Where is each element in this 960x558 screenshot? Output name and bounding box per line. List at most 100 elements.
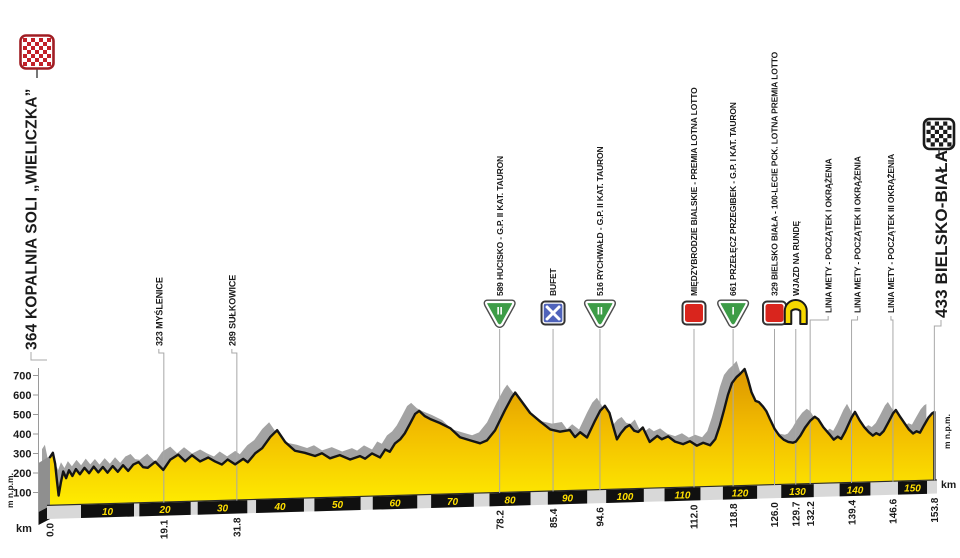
distance-label: 85.4 (549, 508, 560, 528)
distance-label: 129.7 (791, 501, 802, 526)
km-band-segment (547, 490, 588, 505)
flag-checker-cell (43, 50, 47, 54)
flag-checker-cell (926, 121, 931, 126)
stage-start-label: 364 KOPALNIA SOLI „WIELICZKA” (24, 88, 41, 350)
altitude-tick-label: 400 (13, 429, 31, 441)
premia-lotna-icon-body (765, 304, 784, 322)
flag-checker-cell (939, 125, 944, 130)
flag-checker-cell (939, 134, 944, 139)
km-band-mark: 10 (102, 507, 114, 518)
climb-category-numeral: I (732, 306, 735, 318)
flag-checker-cell (27, 50, 31, 54)
band-top-edge (46, 479, 938, 506)
flag-checker-cell (943, 129, 948, 134)
km-band-mark: 140 (847, 485, 864, 496)
flag-checker-cell (930, 142, 935, 147)
altitude-tick-label: 200 (13, 468, 31, 480)
flag-checker-cell (43, 42, 47, 46)
km-band-mark: 130 (789, 487, 806, 498)
flag-checker-cell (35, 58, 39, 62)
km-band-segment (81, 503, 134, 519)
waypoint-label: BUFET (548, 267, 558, 296)
km-unit-label-left: km (16, 523, 32, 535)
premia-lotna-icon-body (685, 304, 703, 322)
leader-line (851, 316, 859, 483)
distance-label: 112.0 (690, 504, 701, 529)
flag-border (19, 34, 55, 70)
flag-checker-cell (39, 38, 43, 42)
flag-checker-cell (926, 138, 931, 143)
climb-category-numeral: II (597, 306, 603, 318)
waypoint-plain: LINIA METY - POCZĄTEK II OKRĄŻENIA (853, 156, 863, 313)
km-band-segment (781, 484, 814, 499)
waypoint-label: LINIA METY - POCZĄTEK III OKRĄŻENIA (886, 154, 896, 313)
profile-outline (48, 367, 936, 497)
flag-checker (23, 38, 51, 66)
distance-label: 153.8 (930, 497, 941, 522)
waypoint-label: 589 HUCISKO - G.P. II KAT. TAURON (495, 156, 505, 296)
waypoint-label: LINIA METY - POCZĄTEK II OKRĄŻENIA (853, 156, 863, 313)
km-band-segment (606, 488, 644, 504)
flag-checker-cell (23, 46, 27, 50)
waypoint-label: 289 SUŁKOWICE (227, 275, 237, 346)
waypoint-label: 323 MYŚLENICE (153, 277, 164, 346)
flag-checker-cell (23, 38, 27, 42)
flag-checker-cell (31, 62, 35, 66)
distance-label: 118.8 (729, 503, 740, 528)
waypoint-label: 661 PRZEŁĘCZ PRZEGIBEK - G.P. I KAT. TAU… (728, 102, 738, 296)
flag-checker-cell (926, 129, 931, 134)
km-band-segment (197, 500, 248, 515)
waypoint-premia-lotna: MIĘDZYBRODZIE BIALSKIE - PREMIA LOTNA LO… (681, 87, 707, 326)
waypoint-label: WJAZD NA RUNDĘ (791, 220, 801, 296)
km-band-mark: 20 (158, 505, 171, 516)
distance-label: 139.4 (847, 500, 858, 525)
leader-line (890, 316, 894, 482)
flag-checker-cell (27, 58, 31, 62)
km-band-segment (431, 493, 474, 509)
flag-checker-cell (947, 125, 952, 130)
flag-checker (926, 121, 952, 147)
waypoint-climb-category: I 661 PRZEŁĘCZ PRZEGIBEK - G.P. I KAT. TA… (717, 102, 750, 328)
altitude-tick-label: 700 (13, 370, 31, 382)
profile-left-face (38, 456, 50, 512)
flag-checker-cell (39, 46, 43, 50)
flag-checker-cell (47, 38, 51, 42)
leader-line (231, 349, 238, 501)
flag-checker-cell (35, 42, 39, 46)
waypoint-plain: LINIA METY - POCZĄTEK I OKRĄŻENIA (823, 158, 833, 313)
flag-checker-cell (930, 134, 935, 139)
waypoint-plain: 289 SUŁKOWICE (227, 275, 237, 346)
flag-checker-cell (943, 121, 948, 126)
waypoint-wjazd-na-runde: WJAZD NA RUNDĘ (783, 220, 808, 325)
flag-checker-cell (35, 50, 39, 54)
km-unit-label-right: km (941, 479, 956, 491)
climb-icon-body (718, 300, 748, 327)
climb-icon-body (585, 300, 615, 327)
km-band-mark: 100 (617, 492, 634, 503)
distance-label: 126.0 (770, 502, 781, 527)
flag-checker-cell (39, 54, 43, 58)
climb-icon-body (484, 300, 515, 327)
km-band-segment (664, 487, 701, 502)
flag-checker-cell (43, 58, 47, 62)
altitude-tick-label: 300 (13, 448, 31, 460)
km-band-segment (372, 495, 418, 510)
leader-line (158, 349, 165, 503)
waypoint-label: 329 BIELSKO BIAŁA - 100-LECIE PCK. LOTNA… (770, 51, 780, 296)
altitude-unit-label-right: m n.p.m. (942, 414, 952, 449)
elevation-profile-area (50, 369, 935, 506)
waypoint-label: LINIA METY - POCZĄTEK I OKRĄŻENIA (823, 158, 833, 313)
altitude-tick-label: 100 (13, 487, 31, 499)
km-band-segment (139, 501, 191, 517)
flag-checker-cell (39, 62, 43, 66)
stage-finish-label: 433 BIELSKO-BIAŁA (932, 150, 951, 318)
km-band-mark: 120 (732, 489, 749, 500)
distance-label: 94.6 (596, 507, 607, 527)
bufet-icon-cross (545, 305, 561, 321)
flag-checker-cell (947, 134, 952, 139)
distance-label: 31.8 (233, 517, 244, 537)
distance-label: 19.1 (160, 519, 171, 539)
leader-line (809, 316, 829, 485)
